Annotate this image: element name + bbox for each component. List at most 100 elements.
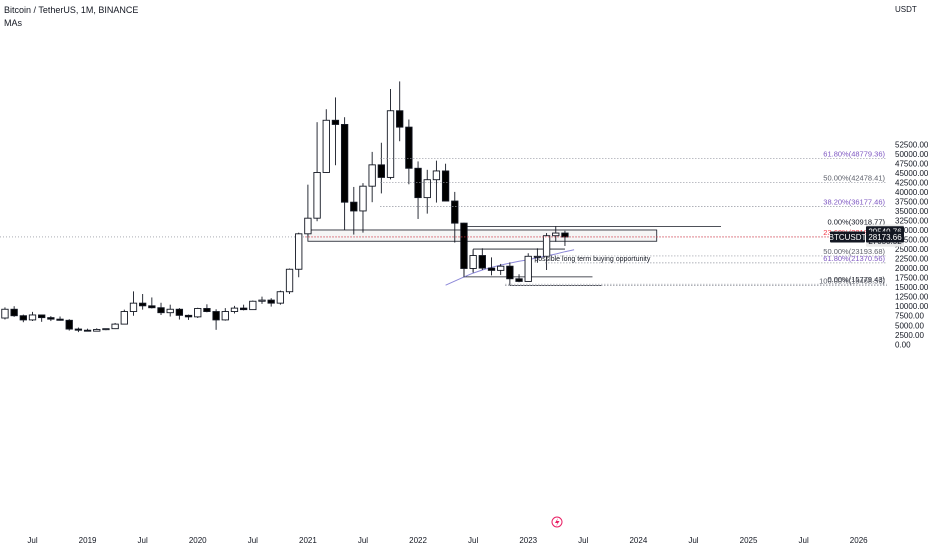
candle-body: [285, 268, 294, 293]
candle[interactable]: [83, 328, 92, 332]
candle[interactable]: [194, 307, 202, 319]
candle[interactable]: [441, 163, 450, 202]
candle[interactable]: [1, 307, 9, 320]
candle[interactable]: [377, 142, 385, 194]
time-tick-label: 2021: [299, 536, 317, 545]
candle[interactable]: [230, 305, 239, 314]
candle[interactable]: [28, 311, 37, 322]
candle[interactable]: [203, 304, 211, 313]
candle[interactable]: [423, 169, 431, 214]
fib-level-label: 0.00%(30918.77): [827, 217, 885, 226]
candle[interactable]: [515, 274, 523, 283]
candle-body: [295, 233, 303, 270]
price-tick-label: 7500.00: [895, 312, 924, 321]
candle[interactable]: [212, 309, 220, 330]
candle[interactable]: [331, 97, 340, 166]
candle[interactable]: [313, 122, 321, 222]
candle[interactable]: [396, 81, 404, 142]
candle[interactable]: [432, 160, 441, 203]
time-tick-label: 2019: [79, 536, 97, 545]
candle[interactable]: [148, 297, 156, 309]
candle-body: [322, 119, 330, 173]
candle-body: [175, 308, 184, 316]
candle-body: [377, 164, 385, 178]
candle[interactable]: [386, 89, 395, 180]
candle-body: [386, 110, 395, 178]
candle-body: [561, 232, 569, 238]
candle[interactable]: [221, 308, 229, 321]
candle[interactable]: [258, 296, 266, 304]
candle[interactable]: [533, 248, 542, 263]
candle[interactable]: [184, 314, 193, 320]
candle[interactable]: [405, 119, 413, 185]
price-tick-label: 22500.00: [895, 255, 929, 264]
price-tick-label: 32500.00: [895, 216, 929, 225]
candle-body: [497, 265, 505, 271]
candle-body: [405, 126, 413, 169]
candle-body: [102, 328, 110, 331]
candle[interactable]: [506, 262, 514, 286]
candle[interactable]: [102, 328, 110, 331]
candle[interactable]: [295, 232, 303, 278]
candle[interactable]: [65, 319, 73, 331]
candle-body: [469, 255, 477, 269]
candle-body: [552, 232, 560, 237]
candle[interactable]: [47, 316, 55, 322]
candle-body: [304, 217, 312, 235]
candle[interactable]: [175, 308, 184, 320]
candle[interactable]: [157, 302, 165, 315]
candle-body: [148, 305, 156, 309]
price-tick-label: 37500.00: [895, 197, 929, 206]
candle[interactable]: [19, 314, 27, 323]
candle[interactable]: [451, 191, 459, 243]
time-tick-label: 2026: [850, 536, 868, 545]
candle-body: [368, 164, 376, 187]
candle[interactable]: [561, 230, 569, 247]
candle[interactable]: [166, 304, 174, 317]
candle-body: [249, 300, 257, 311]
price-scale-currency: USDT: [895, 5, 917, 14]
candle[interactable]: [350, 186, 358, 235]
candle[interactable]: [111, 322, 119, 330]
candle[interactable]: [10, 306, 18, 317]
candle[interactable]: [38, 314, 46, 322]
candle-body: [487, 267, 496, 271]
candle[interactable]: [322, 109, 330, 173]
candle-body: [423, 179, 431, 199]
indicator-label-mas[interactable]: MAs: [4, 18, 22, 28]
candle[interactable]: [93, 328, 101, 332]
candle[interactable]: [285, 268, 294, 295]
candle[interactable]: [276, 290, 285, 305]
candle[interactable]: [304, 184, 312, 238]
candle[interactable]: [120, 309, 128, 325]
fib-level-label: 61.80%(21370.56): [823, 254, 885, 263]
candle[interactable]: [249, 300, 257, 311]
candle[interactable]: [340, 117, 349, 230]
candle[interactable]: [359, 183, 367, 233]
lightning-icon[interactable]: [551, 516, 563, 528]
candle[interactable]: [542, 233, 551, 271]
candle-body: [157, 307, 165, 314]
candle[interactable]: [267, 298, 275, 307]
candle[interactable]: [139, 294, 147, 310]
candle[interactable]: [368, 151, 376, 203]
candle-body: [120, 311, 128, 325]
candle[interactable]: [552, 226, 560, 242]
zone-rectangle[interactable]: [307, 229, 658, 242]
candle[interactable]: [460, 222, 468, 278]
candle[interactable]: [524, 253, 532, 282]
candle[interactable]: [129, 291, 138, 316]
candle[interactable]: [478, 248, 486, 271]
candle[interactable]: [239, 304, 248, 311]
candle[interactable]: [497, 263, 505, 275]
time-tick-label: Jul: [688, 536, 698, 545]
candle[interactable]: [469, 250, 477, 273]
fib-level-label: 50.00%(42478.41): [823, 173, 885, 182]
candle-body: [47, 317, 55, 320]
candle[interactable]: [74, 327, 83, 333]
candle[interactable]: [56, 316, 64, 321]
candle[interactable]: [487, 257, 496, 276]
candle[interactable]: [414, 161, 422, 219]
annotation-text[interactable]: possible long term buying opportunity: [534, 256, 650, 263]
